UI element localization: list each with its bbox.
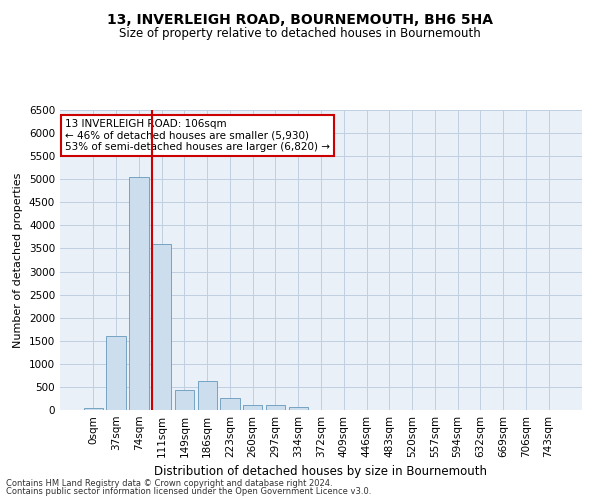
Text: Contains HM Land Registry data © Crown copyright and database right 2024.: Contains HM Land Registry data © Crown c… [6, 478, 332, 488]
Y-axis label: Number of detached properties: Number of detached properties [13, 172, 23, 348]
Bar [197, 382, 217, 410]
Text: Size of property relative to detached houses in Bournemouth: Size of property relative to detached ho… [119, 28, 481, 40]
Bar [220, 398, 239, 410]
Bar [243, 404, 262, 410]
X-axis label: Distribution of detached houses by size in Bournemouth: Distribution of detached houses by size … [155, 466, 487, 478]
Bar [129, 177, 149, 410]
Bar [84, 408, 103, 410]
Bar [175, 390, 194, 410]
Bar [106, 336, 126, 410]
Bar [266, 406, 285, 410]
Text: Contains public sector information licensed under the Open Government Licence v3: Contains public sector information licen… [6, 487, 371, 496]
Bar [152, 244, 172, 410]
Text: 13, INVERLEIGH ROAD, BOURNEMOUTH, BH6 5HA: 13, INVERLEIGH ROAD, BOURNEMOUTH, BH6 5H… [107, 12, 493, 26]
Bar [289, 407, 308, 410]
Text: 13 INVERLEIGH ROAD: 106sqm
← 46% of detached houses are smaller (5,930)
53% of s: 13 INVERLEIGH ROAD: 106sqm ← 46% of deta… [65, 119, 330, 152]
